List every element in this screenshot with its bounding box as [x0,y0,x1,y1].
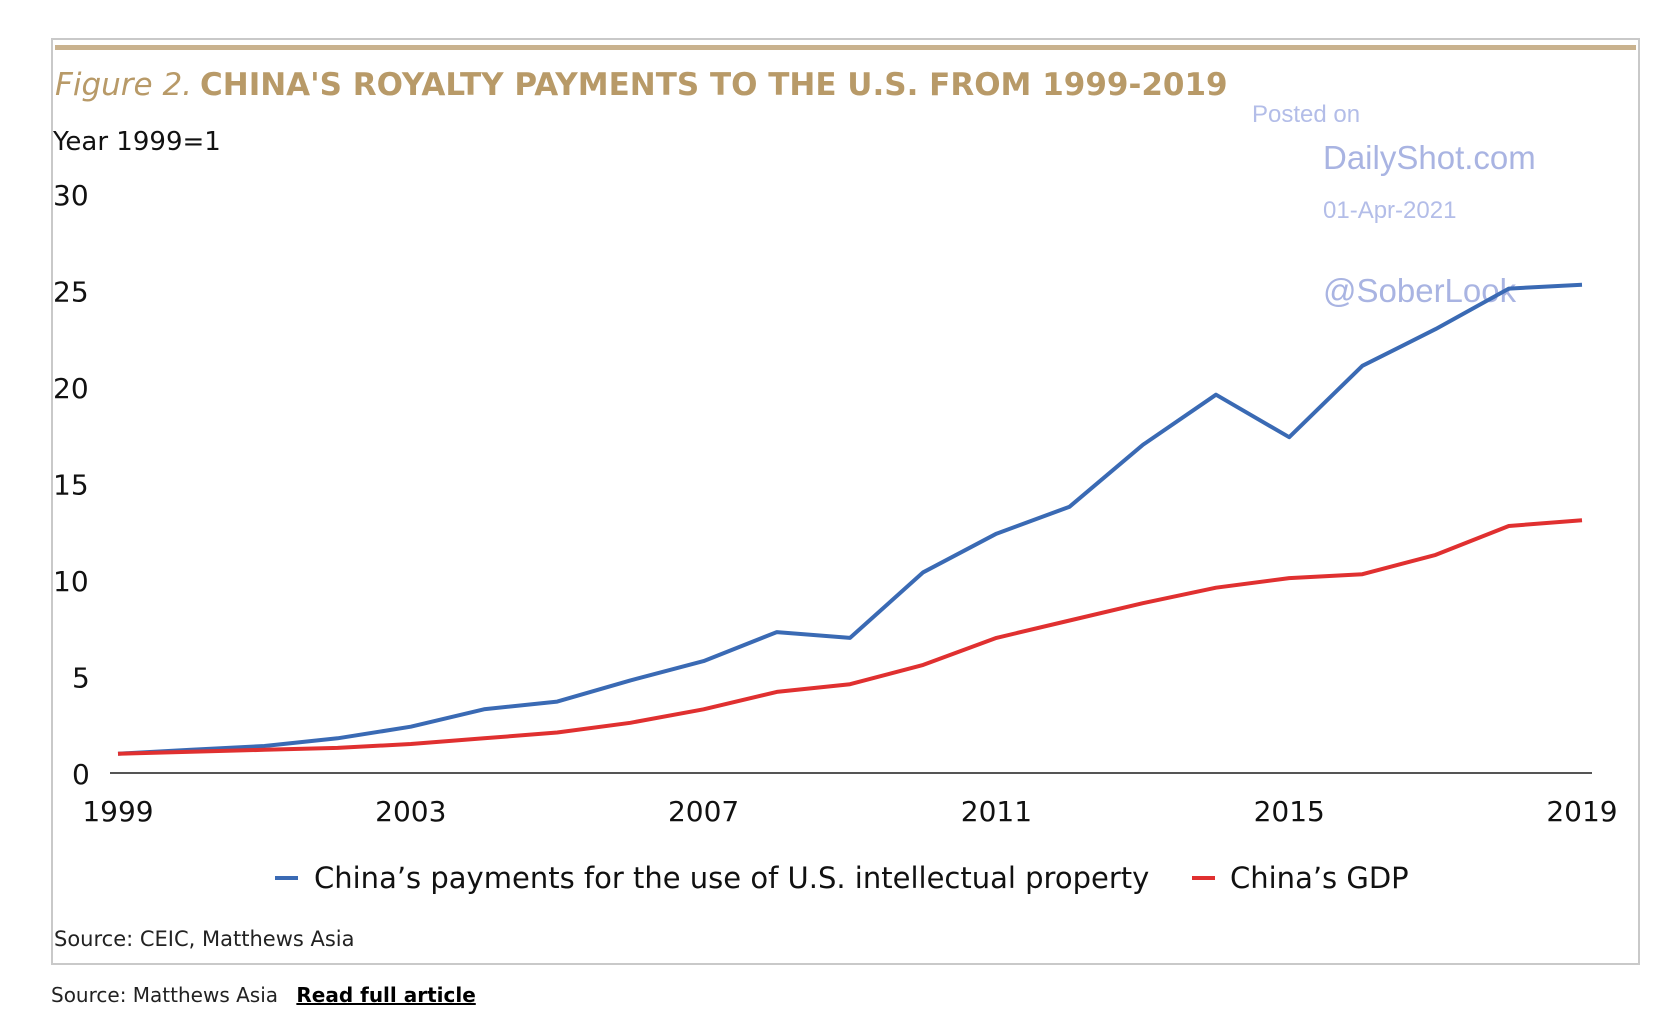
chart-source-note: Source: CEIC, Matthews Asia [54,927,355,951]
x-tick-label: 2007 [668,795,739,828]
y-tick-label: 10 [53,565,89,598]
x-tick-label: 2019 [1546,795,1617,828]
legend-label-gdp: China’s GDP [1230,861,1409,895]
x-axis-ticks: 1999 2003 2007 2011 2015 2019 [82,795,1617,828]
y-tick-label: 20 [53,372,89,405]
line-chart: Figure 2. CHINA'S ROYALTY PAYMENTS TO TH… [52,67,1618,951]
y-tick-label: 15 [53,469,89,502]
y-axis-ticks: 0 5 10 15 20 25 30 [53,179,90,791]
title-rule [55,45,1636,50]
figure-label: Figure 2. [55,67,192,103]
x-tick-label: 2011 [961,795,1032,828]
series-line-gdp [117,518,1583,756]
legend-label-payments: China’s payments for the use of U.S. int… [314,861,1149,895]
x-tick-label: 2003 [375,795,446,828]
y-tick-label: 25 [53,276,89,309]
read-full-article-link[interactable]: Read full article [296,983,476,1007]
page-footer: Source: Matthews Asia Read full article [51,983,476,1007]
chart-frame [51,38,1640,965]
y-tick-label: 30 [53,179,89,212]
y-tick-label: 5 [72,662,90,695]
watermark-date: 01-Apr-2021 [1323,197,1456,224]
chart-title: CHINA'S ROYALTY PAYMENTS TO THE U.S. FRO… [200,67,1228,103]
footer-source: Source: Matthews Asia [51,983,279,1007]
y-unit-label: Year 1999=1 [52,127,221,157]
series-line-payments [117,282,1583,756]
y-tick-label: 0 [72,758,90,791]
watermark-posted: Posted on [1252,101,1360,128]
legend: China’s payments for the use of U.S. int… [275,861,1409,895]
x-tick-label: 1999 [82,795,153,828]
x-tick-label: 2015 [1254,795,1325,828]
series-lines [117,282,1583,756]
watermark-site: DailyShot.com [1323,139,1536,176]
watermark-handle: @SoberLook [1323,272,1517,309]
